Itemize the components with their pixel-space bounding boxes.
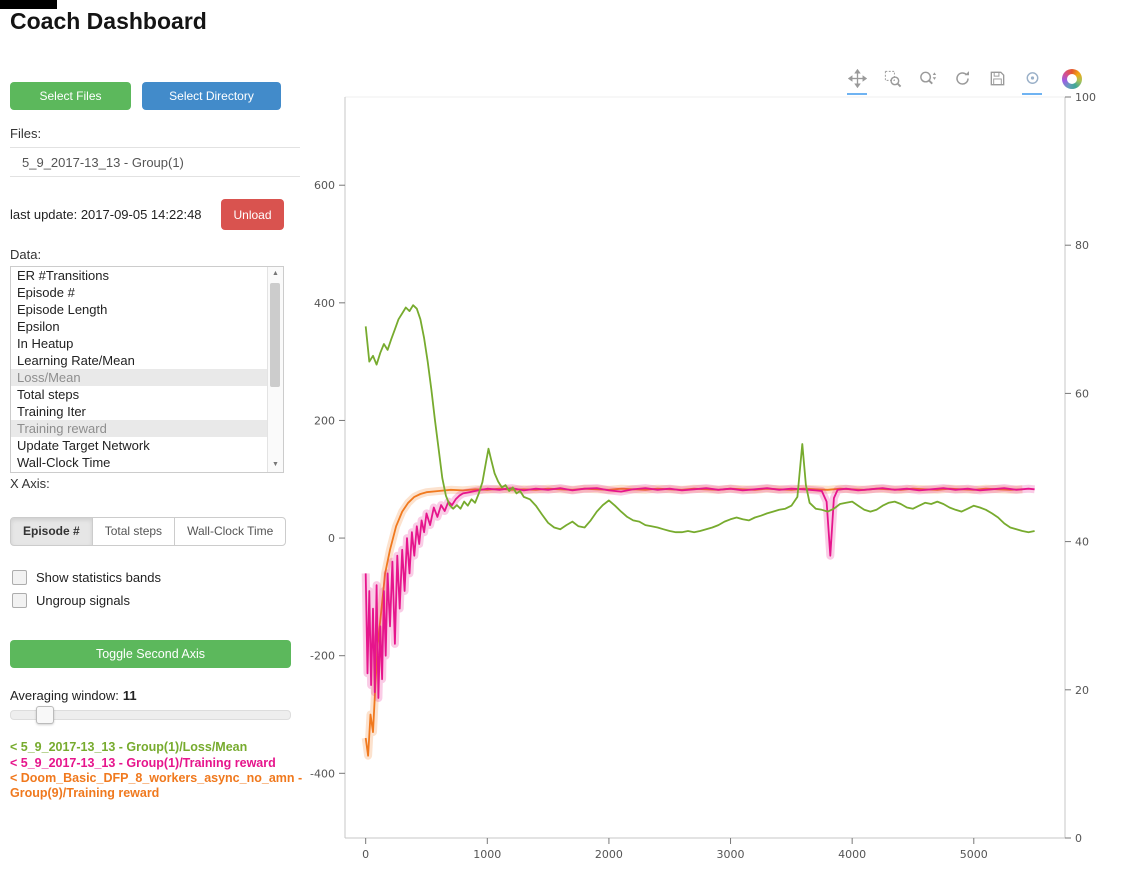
svg-text:0: 0 — [362, 848, 369, 861]
unload-button[interactable]: Unload — [221, 199, 284, 230]
list-item[interactable]: Epsilon — [17, 319, 60, 334]
radio-total-steps[interactable]: Total steps — [91, 517, 176, 546]
svg-text:200: 200 — [314, 414, 335, 427]
signal-legend: < 5_9_2017-13_13 - Group(1)/Loss/Mean < … — [10, 740, 303, 801]
checkbox-label: Ungroup signals — [36, 593, 130, 608]
list-item[interactable]: Learning Rate/Mean — [17, 353, 135, 368]
svg-text:400: 400 — [314, 297, 335, 310]
slider-thumb[interactable] — [36, 706, 54, 724]
pan-tool-icon[interactable] — [846, 69, 868, 95]
list-item[interactable]: Total steps — [17, 387, 80, 402]
data-label: Data: — [10, 247, 42, 262]
list-item[interactable]: Episode # — [17, 285, 75, 300]
svg-text:3000: 3000 — [717, 848, 745, 861]
box-zoom-icon[interactable] — [881, 69, 903, 95]
list-item-selected[interactable]: Loss/Mean — [11, 369, 283, 386]
svg-text:-200: -200 — [310, 650, 335, 663]
checkbox-row-ungroup-signals: Ungroup signals — [12, 593, 130, 608]
save-icon[interactable] — [986, 69, 1008, 95]
svg-text:80: 80 — [1075, 239, 1089, 252]
training-chart[interactable]: 0 1000 2000 3000 4000 5000 -400 -200 0 200 400 600 0… — [300, 80, 1105, 870]
reset-icon[interactable] — [951, 69, 973, 95]
checkbox-row-statistics-bands: Show statistics bands — [12, 570, 161, 585]
list-item[interactable]: In Heatup — [17, 336, 74, 351]
legend-entry-loss-mean[interactable]: < 5_9_2017-13_13 - Group(1)/Loss/Mean — [10, 740, 248, 754]
screen-artifact — [0, 0, 57, 9]
scroll-down-icon[interactable]: ▼ — [272, 461, 279, 468]
scrollbar[interactable]: ▲ ▼ — [267, 267, 283, 472]
toggle-second-axis-button[interactable]: Toggle Second Axis — [10, 640, 291, 668]
bokeh-logo-icon[interactable] — [1062, 69, 1082, 89]
list-item[interactable]: Training Iter — [17, 404, 86, 419]
svg-text:20: 20 — [1075, 684, 1089, 697]
chart-toolbar — [846, 69, 1082, 95]
svg-text:0: 0 — [328, 532, 335, 545]
checkbox-label: Show statistics bands — [36, 570, 162, 585]
svg-text:5000: 5000 — [960, 848, 988, 861]
list-item[interactable]: ER #Transitions — [17, 268, 109, 283]
list-item-selected[interactable]: Training reward — [11, 420, 283, 437]
svg-text:60: 60 — [1075, 387, 1089, 400]
list-item[interactable]: Update Target Network — [17, 438, 150, 453]
hover-tool-icon[interactable] — [1021, 69, 1043, 95]
radio-wall-clock[interactable]: Wall-Clock Time — [174, 517, 287, 546]
last-update-text: last update: 2017-09-05 14:22:48 — [10, 207, 202, 222]
files-select[interactable]: 5_9_2017-13_13 - Group(1) — [10, 147, 300, 177]
scroll-up-icon[interactable]: ▲ — [272, 270, 279, 277]
list-item[interactable]: Episode Length — [17, 302, 108, 317]
list-item[interactable]: Wall-Clock Time — [17, 455, 111, 470]
svg-text:2000: 2000 — [595, 848, 623, 861]
statistics-bands-checkbox[interactable] — [12, 570, 27, 585]
svg-text:0: 0 — [1075, 832, 1082, 845]
radio-episode[interactable]: Episode # — [10, 517, 93, 546]
data-listbox: ER #Transitions Episode # Episode Length… — [10, 266, 284, 473]
legend-entry-training-reward[interactable]: < 5_9_2017-13_13 - Group(1)/Training rew… — [10, 755, 276, 770]
files-label: Files: — [10, 126, 42, 141]
svg-text:600: 600 — [314, 179, 335, 192]
ungroup-signals-checkbox[interactable] — [12, 593, 27, 608]
svg-text:-400: -400 — [310, 767, 335, 780]
svg-text:40: 40 — [1075, 536, 1089, 549]
averaging-window-slider — [10, 706, 291, 724]
averaging-window-label: Averaging window: 11 — [10, 688, 137, 703]
svg-text:4000: 4000 — [838, 848, 866, 861]
averaging-window-value: 11 — [122, 688, 137, 703]
select-directory-button[interactable]: Select Directory — [142, 82, 281, 110]
slider-track[interactable] — [10, 710, 291, 720]
svg-text:100: 100 — [1075, 91, 1096, 104]
select-files-button[interactable]: Select Files — [10, 82, 131, 110]
wheel-zoom-icon[interactable] — [916, 69, 938, 95]
legend-entry-doom-training-reward[interactable]: < Doom_Basic_DFP_8_workers_async_no_amn … — [10, 771, 303, 800]
scrollbar-thumb[interactable] — [270, 283, 280, 387]
page-title: Coach Dashboard — [10, 8, 207, 34]
x-axis-label: X Axis: — [10, 476, 50, 491]
svg-text:1000: 1000 — [473, 848, 501, 861]
x-axis-radio-group: Episode # Total steps Wall-Clock Time — [10, 517, 287, 546]
